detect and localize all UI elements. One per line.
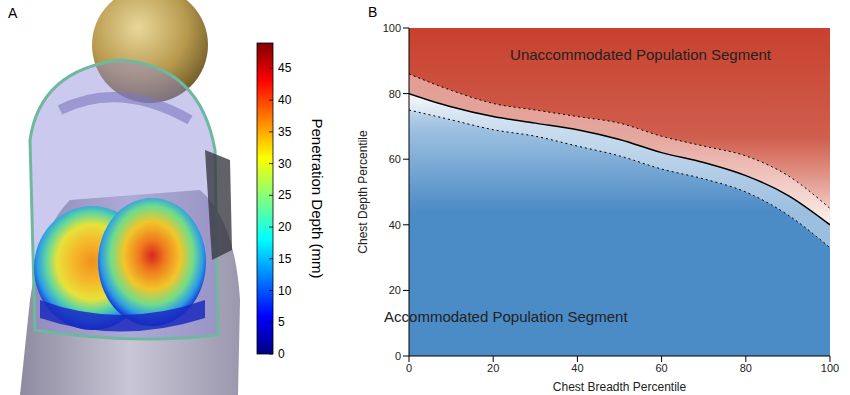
svg-text:35: 35 [278,125,292,139]
svg-text:15: 15 [278,252,292,266]
svg-text:40: 40 [571,362,583,374]
svg-text:40: 40 [278,93,292,107]
svg-text:Penetration Depth (mm): Penetration Depth (mm) [309,118,326,278]
svg-text:100: 100 [383,22,401,34]
svg-text:Chest Depth Percentile: Chest Depth Percentile [356,130,370,254]
svg-text:20: 20 [278,220,292,234]
svg-text:60: 60 [389,153,401,165]
svg-text:20: 20 [389,284,401,296]
svg-text:0: 0 [278,347,285,361]
svg-text:10: 10 [278,284,292,298]
svg-text:Unaccommodated Population Segm: Unaccommodated Population Segment [510,46,772,63]
svg-text:40: 40 [389,219,401,231]
svg-text:Chest Breadth Percentile: Chest Breadth Percentile [553,380,687,394]
svg-text:A: A [8,5,18,21]
svg-text:5: 5 [278,315,285,329]
svg-text:25: 25 [278,188,292,202]
svg-text:30: 30 [278,157,292,171]
svg-text:60: 60 [655,362,667,374]
svg-text:Accommodated Population Segmen: Accommodated Population Segment [384,308,628,325]
svg-text:100: 100 [821,362,839,374]
svg-text:0: 0 [406,362,412,374]
html-text:B: B [368,4,378,20]
svg-text:0: 0 [395,350,401,362]
svg-text:80: 80 [740,362,752,374]
svg-text:45: 45 [278,61,292,75]
svg-text:20: 20 [487,362,499,374]
svg-text:80: 80 [389,88,401,100]
